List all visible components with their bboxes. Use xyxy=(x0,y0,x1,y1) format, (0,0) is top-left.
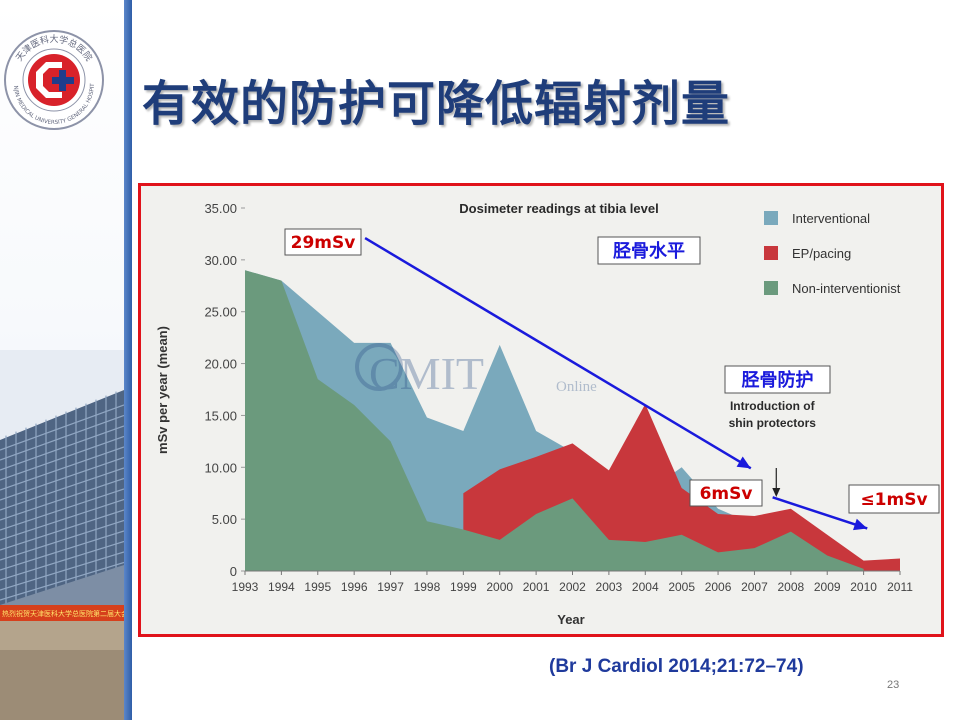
callout-label: 29mSv xyxy=(291,233,356,253)
x-tick-label: 1996 xyxy=(341,580,368,594)
y-tick-label: 35.00 xyxy=(204,201,237,216)
y-axis-label: mSv per year (mean) xyxy=(155,326,170,454)
building-window-row xyxy=(0,414,124,461)
trend-arrowhead xyxy=(736,456,751,469)
legend-swatch-interventional xyxy=(764,211,778,225)
annotation-intro-line-1: Introduction of xyxy=(730,399,816,413)
chart-frame: 35.00 30.00 25.00 20.00 15.00 10.00 5.00 0 1993… xyxy=(138,183,944,637)
callout-box xyxy=(724,365,831,394)
x-tick-label: 1995 xyxy=(304,580,331,594)
page-number: 23 xyxy=(887,679,900,691)
callout-protect: 胫骨防护 xyxy=(724,365,831,394)
legend-label: Interventional xyxy=(792,211,870,226)
x-tick-label: 2002 xyxy=(559,580,586,594)
building-window-row xyxy=(0,540,124,581)
legend-label: EP/pacing xyxy=(792,246,851,261)
callout-box xyxy=(689,479,763,507)
x-tick-label: 2010 xyxy=(850,580,877,594)
callout-box xyxy=(284,228,362,256)
hospital-building-image: 热烈祝贺天津医科大学总医院第二届大会召开 xyxy=(0,350,124,720)
x-axis-label: Year xyxy=(557,612,584,627)
legend-swatch-non-interventionist xyxy=(764,281,778,295)
watermark-globe-icon xyxy=(355,343,403,391)
legend-swatch-ep-pacing xyxy=(764,246,778,260)
x-tick-label: 2009 xyxy=(814,580,841,594)
building-window-row xyxy=(0,446,124,491)
x-tick-label: 1993 xyxy=(232,580,259,594)
x-tick-label: 2011 xyxy=(887,580,913,594)
building-window-row xyxy=(0,498,124,541)
y-tick-label: 10.00 xyxy=(204,460,237,475)
trend-arrow-line xyxy=(364,237,752,470)
trend-arrowhead xyxy=(853,518,868,531)
callout-label: 胫骨防护 xyxy=(742,369,814,391)
callout-label: 胫骨水平 xyxy=(613,240,685,262)
building-banner-text: 热烈祝贺天津医科大学总医院第二届大会召开 xyxy=(2,609,124,618)
x-tick-label: 2005 xyxy=(668,580,695,594)
callout-label: ≤1mSv xyxy=(860,490,927,510)
y-tick-label: 20.00 xyxy=(204,357,237,372)
building-window-row xyxy=(0,456,124,501)
building-window-row xyxy=(0,488,124,531)
x-tick-label: 2000 xyxy=(486,580,513,594)
y-tick-label: 0 xyxy=(230,564,237,579)
x-tick-label: 1998 xyxy=(414,580,441,594)
y-tick-label: 30.00 xyxy=(204,253,237,268)
hospital-logo: 天津医科大学总医院 TIANJIN MEDICAL UNIVERSITY GEN… xyxy=(2,28,104,130)
x-tick-label: 2006 xyxy=(705,580,732,594)
x-tick-label: 2004 xyxy=(632,580,659,594)
building-window-row xyxy=(0,477,124,521)
y-tick-label: 15.00 xyxy=(204,408,237,423)
callout-c1: ≤1mSv xyxy=(848,484,940,514)
callout-c29: 29mSv xyxy=(284,228,362,256)
dose-area-chart: 35.00 30.00 25.00 20.00 15.00 10.00 5.00 0 1993… xyxy=(155,201,940,627)
x-tick-label: 2003 xyxy=(596,580,623,594)
chart-title: Dosimeter readings at tibia level xyxy=(459,201,658,216)
area-series-non-interventionist xyxy=(245,270,864,571)
x-tick-label: 1999 xyxy=(450,580,477,594)
slide-title: 有效的防护可降低辐射剂量 xyxy=(142,76,731,132)
callout-box xyxy=(848,484,940,514)
building-window-row xyxy=(0,509,124,551)
building-window-row xyxy=(0,435,124,481)
building-window-row xyxy=(0,519,124,561)
x-tick-label: 1994 xyxy=(268,580,295,594)
watermark-subtext: Online xyxy=(556,379,597,395)
annotation-intro-line-2: shin protectors xyxy=(729,416,817,430)
trend-arrow-line xyxy=(772,496,868,530)
y-tick-label: 25.00 xyxy=(204,305,237,320)
callout-c6: 6mSv xyxy=(689,479,763,507)
building-window-row xyxy=(0,561,124,601)
citation-text: (Br J Cardiol 2014;21:72–74) xyxy=(549,656,804,677)
callout-tibia: 胫骨水平 xyxy=(597,236,701,265)
callout-box xyxy=(597,236,701,265)
building-window-row xyxy=(0,530,124,571)
callout-label: 6mSv xyxy=(700,484,753,504)
building-window-row xyxy=(0,467,124,511)
legend-label: Non-interventionist xyxy=(792,281,901,296)
sidebar-accent-bar xyxy=(124,0,132,720)
building-window-row xyxy=(0,551,124,591)
x-tick-label: 2007 xyxy=(741,580,768,594)
annotation-intro-arrowhead xyxy=(772,488,781,497)
x-tick-label: 2001 xyxy=(523,580,550,594)
x-tick-label: 1997 xyxy=(377,580,404,594)
watermark-text: CMIT xyxy=(369,348,484,399)
x-tick-label: 2008 xyxy=(777,580,804,594)
y-tick-label: 5.00 xyxy=(212,512,237,527)
building-window-row xyxy=(0,404,124,451)
building-window-row xyxy=(0,425,124,471)
